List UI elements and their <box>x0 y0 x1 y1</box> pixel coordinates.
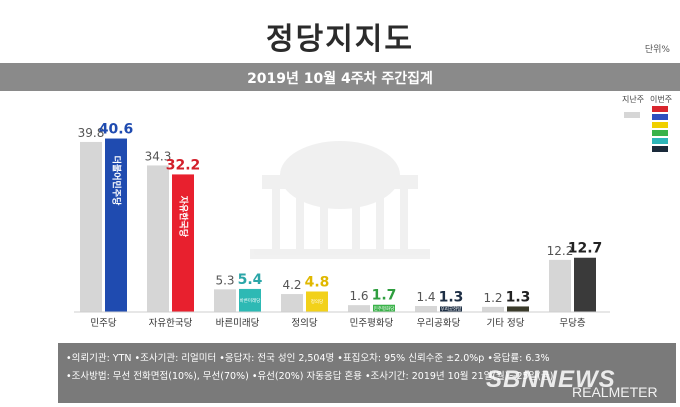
brand-realmeter: REALMETER <box>572 384 658 400</box>
category-label: 우리공화당 <box>417 318 461 329</box>
bar-prev <box>281 294 303 312</box>
legend-prev-label: 지난주 <box>622 95 645 104</box>
data-label-curr: 5.4 <box>238 272 263 288</box>
legend-swatch-curr <box>652 106 668 112</box>
party-logo-label: 민주평화당 <box>374 305 395 312</box>
assembly-building-watermark <box>250 141 430 259</box>
data-label-curr: 32.2 <box>166 157 201 173</box>
data-label-prev: 39.8 <box>78 126 105 140</box>
category-label: 정의당 <box>291 318 317 329</box>
bar-curr <box>239 288 261 312</box>
data-label-prev: 5.3 <box>215 273 234 287</box>
legend-swatch-curr <box>652 146 668 152</box>
footer-panel <box>58 343 676 403</box>
party-logo-label: 우리공화당 <box>441 306 462 313</box>
bar-curr <box>105 138 127 312</box>
data-label-curr: 1.3 <box>439 289 464 305</box>
data-label-curr: 4.8 <box>305 274 330 290</box>
category-label: 민주평화당 <box>350 318 394 329</box>
data-label-curr: 1.3 <box>506 289 531 305</box>
category-label: 자유한국당 <box>149 318 193 329</box>
category-label: 기타 정당 <box>487 318 525 329</box>
data-label-curr: 12.7 <box>568 241 603 257</box>
bar-curr <box>306 291 328 312</box>
party-logo-label: 자유한국당 <box>178 196 190 238</box>
data-label-prev: 4.2 <box>282 278 301 292</box>
bar-curr <box>574 257 596 312</box>
footer-line-1: •의뢰기관: YTN •조사기관: 리얼미터 •응답자: 전국 성인 2,504… <box>66 353 550 364</box>
category-label: 무당층 <box>559 318 585 329</box>
party-logo-label: 더불어민주당 <box>111 156 123 206</box>
bar-prev <box>80 141 102 312</box>
party-logo-label: 바른미래당 <box>240 297 261 304</box>
legend-swatch-curr <box>652 130 668 136</box>
bar-prev <box>147 165 169 312</box>
party-logo-label: 정의당 <box>311 298 323 305</box>
data-label-prev: 34.3 <box>145 149 172 163</box>
bar-prev <box>549 259 571 312</box>
footer-line-2: •조사방법: 무선 전화면접(10%), 무선(70%) •유선(20%) 자동… <box>66 371 554 382</box>
legend-swatch-prev <box>624 112 640 118</box>
legend-swatch-curr <box>652 114 668 120</box>
bar-prev <box>415 306 437 312</box>
bar-prev <box>214 289 236 312</box>
data-label-curr: 1.7 <box>372 288 397 304</box>
bar-curr <box>172 174 194 312</box>
bar-prev <box>348 305 370 312</box>
category-label: 민주당 <box>90 318 116 329</box>
data-label-prev: 12.2 <box>547 244 574 258</box>
category-label: 바른미래당 <box>216 318 260 329</box>
unit-label: 단위% <box>644 45 670 55</box>
chart-subtitle: 2019년 10월 4주차 주간집계 <box>247 71 433 87</box>
legend-swatch-curr <box>652 138 668 144</box>
data-label-prev: 1.4 <box>416 290 435 304</box>
bar-curr <box>507 306 529 312</box>
bar-curr <box>440 306 462 312</box>
page-title: 정당지지도 <box>266 22 414 57</box>
watermark-sbnnews: SBNNEWS <box>486 366 616 393</box>
data-label-prev: 1.2 <box>483 291 502 305</box>
subtitle-bar <box>0 63 680 91</box>
bar-curr <box>373 304 395 312</box>
bar-prev <box>482 306 504 312</box>
legend-swatch-curr <box>652 122 668 128</box>
data-label-curr: 40.6 <box>99 122 134 138</box>
legend-curr-label: 이번주 <box>650 95 673 104</box>
data-label-prev: 1.6 <box>349 289 368 303</box>
